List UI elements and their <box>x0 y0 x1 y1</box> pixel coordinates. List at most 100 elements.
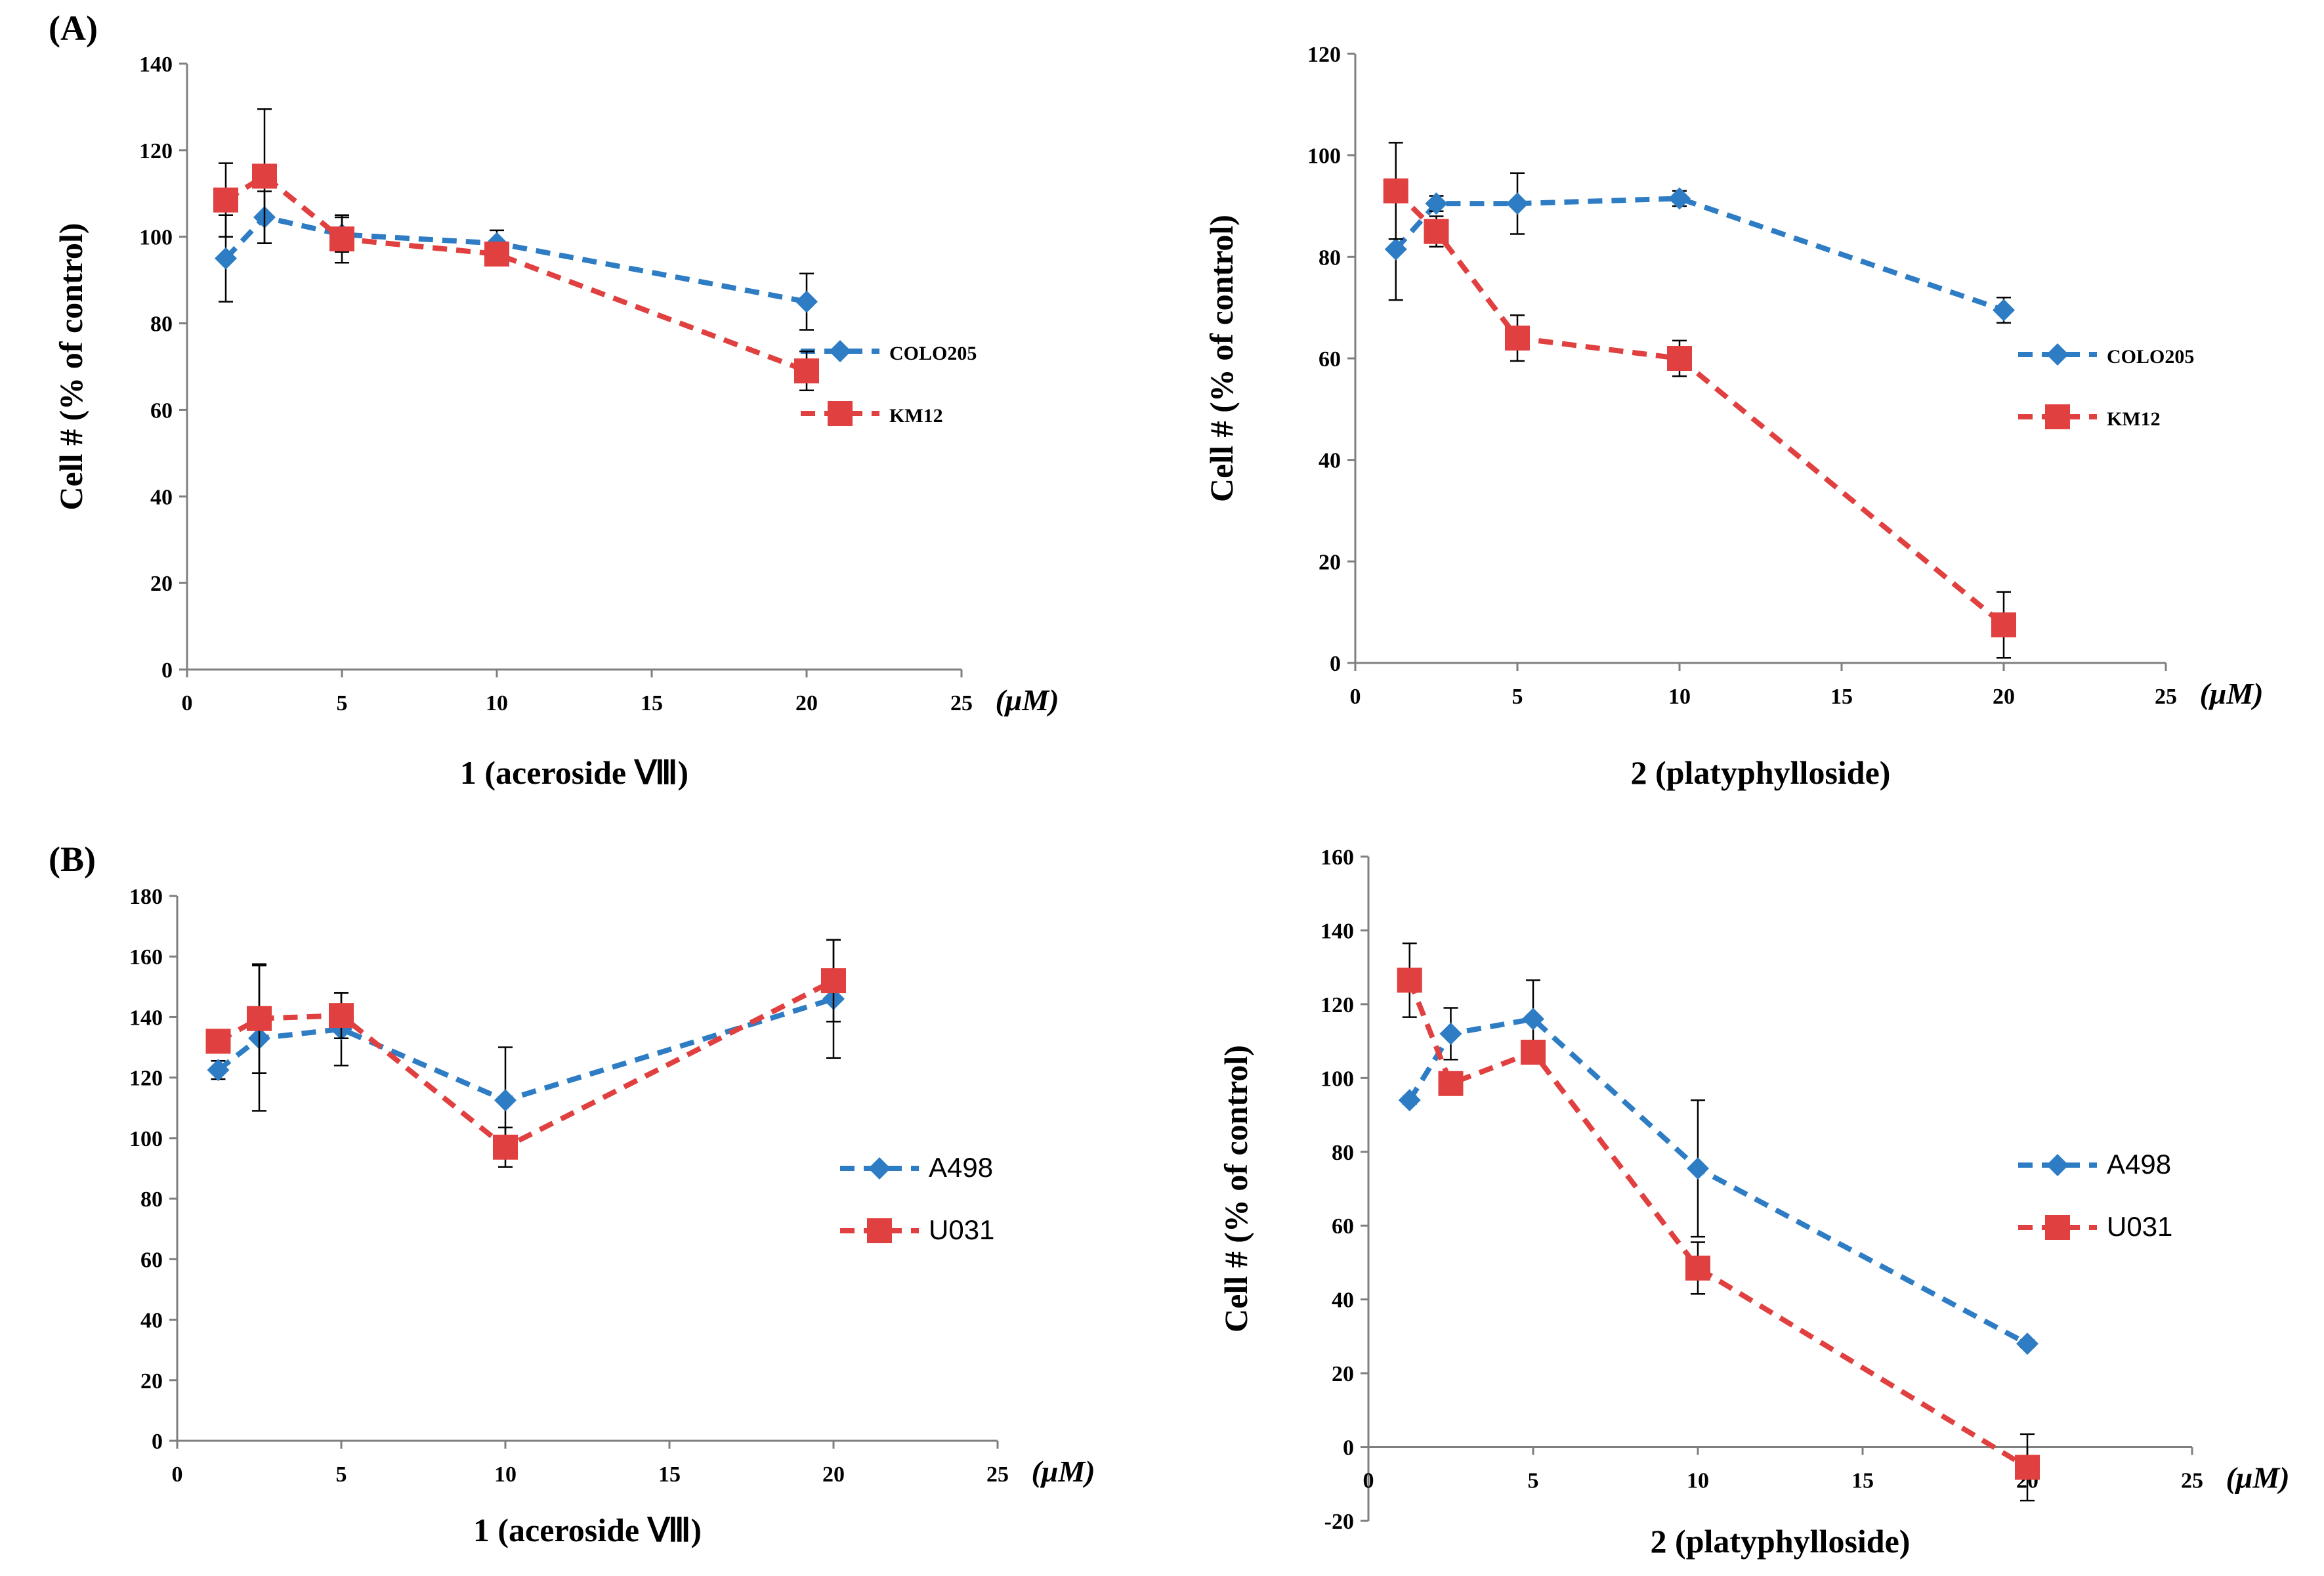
y-tick-label: 0 <box>1330 652 1341 676</box>
data-point-a498 <box>1398 1089 1421 1112</box>
data-point-km12 <box>1991 612 2016 637</box>
data-point-a498 <box>207 1059 230 1082</box>
data-point-colo205 <box>1384 238 1407 261</box>
x-axis-title: 1 (aceroside Ⅷ) <box>473 1512 702 1548</box>
series-line-u031 <box>1407 979 2029 1470</box>
data-point-km12 <box>1667 346 1692 371</box>
data-point-km12 <box>329 226 354 252</box>
legend-marker <box>829 340 851 362</box>
legend-marker <box>2046 1154 2069 1176</box>
y-tick-label: 20 <box>1332 1362 1354 1386</box>
data-point-a498 <box>494 1089 517 1112</box>
y-tick-label: 140 <box>129 1006 163 1030</box>
y-tick-label: 40 <box>140 1309 163 1333</box>
y-tick-label: 60 <box>1319 347 1341 372</box>
data-point-u031 <box>1685 1255 1710 1281</box>
y-tick-label: 160 <box>129 945 163 969</box>
data-point-colo205 <box>1506 192 1529 215</box>
data-point-u031 <box>1521 1039 1546 1065</box>
y-tick-label: 140 <box>1320 919 1354 943</box>
y-tick-label: 120 <box>139 139 173 163</box>
y-tick-label: 100 <box>139 226 173 250</box>
y-tick-label: 0 <box>1343 1436 1354 1460</box>
y-tick-label: 80 <box>140 1187 163 1212</box>
y-tick-label: 60 <box>140 1248 163 1272</box>
x-tick-label: 0 <box>172 1462 183 1487</box>
data-point-u031 <box>493 1134 518 1160</box>
x-tick-label: 10 <box>486 691 508 715</box>
legend-label: U031 <box>929 1214 994 1245</box>
legend-marker <box>868 1157 891 1180</box>
data-point-u031 <box>1397 968 1422 993</box>
y-tick-label: 80 <box>150 312 173 337</box>
x-tick-label: 20 <box>1993 685 2015 709</box>
y-tick-label: 120 <box>129 1067 163 1091</box>
y-tick-label: 80 <box>1319 245 1341 270</box>
data-point-u031 <box>205 1029 231 1054</box>
data-point-u031 <box>247 1006 272 1031</box>
x-unit-label: (μM) <box>2199 677 2263 710</box>
y-tick-label: 20 <box>140 1369 163 1394</box>
x-tick-label: 15 <box>1830 685 1853 709</box>
y-tick-label: 60 <box>1332 1214 1354 1239</box>
legend-marker <box>867 1218 892 1243</box>
legend-label: A498 <box>929 1152 993 1183</box>
y-tick-label: -20 <box>1324 1510 1354 1534</box>
legend-marker <box>828 401 853 426</box>
x-tick-label: 25 <box>2181 1469 2203 1493</box>
y-tick-label: 60 <box>150 398 173 423</box>
legend-marker <box>2045 1215 2070 1240</box>
series-line-a498 <box>217 996 835 1103</box>
x-axis-title: 2 (platyphylloside) <box>1651 1523 1911 1560</box>
data-point-a498 <box>1439 1022 1462 1045</box>
y-axis-title: Cell # (% of control) <box>1203 215 1240 502</box>
x-tick-label: 20 <box>822 1462 845 1487</box>
x-tick-label: 5 <box>336 1462 347 1487</box>
data-point-u031 <box>1438 1071 1464 1096</box>
data-point-u031 <box>2015 1455 2040 1480</box>
x-tick-label: 5 <box>1528 1469 1539 1493</box>
x-tick-label: 20 <box>795 691 818 715</box>
x-tick-label: 5 <box>337 691 348 715</box>
y-tick-label: 80 <box>1332 1141 1354 1165</box>
y-tick-label: 140 <box>139 53 173 77</box>
x-unit-label: (μM) <box>2226 1461 2289 1495</box>
legend-label: A498 <box>2107 1149 2171 1180</box>
y-tick-label: 160 <box>1320 845 1354 870</box>
x-tick-label: 10 <box>1687 1469 1709 1493</box>
x-tick-label: 15 <box>641 691 663 715</box>
panel-label-a: (A) <box>49 9 98 48</box>
x-unit-label: (μM) <box>995 683 1059 717</box>
data-point-colo205 <box>1425 192 1448 215</box>
data-point-a498 <box>2016 1332 2039 1355</box>
y-axis-title: Cell # (% of control) <box>53 223 89 511</box>
data-point-km12 <box>794 358 819 384</box>
y-tick-label: 120 <box>1320 993 1354 1017</box>
y-tick-label: 100 <box>1307 144 1341 169</box>
y-tick-label: 0 <box>152 1430 163 1454</box>
data-point-km12 <box>1383 178 1408 203</box>
legend-marker <box>2046 343 2069 366</box>
x-tick-label: 5 <box>1512 685 1523 709</box>
y-tick-label: 100 <box>1320 1067 1354 1091</box>
data-point-u031 <box>821 968 846 994</box>
y-tick-label: 20 <box>150 572 173 596</box>
data-point-km12 <box>484 242 509 267</box>
x-tick-label: 0 <box>182 691 193 715</box>
legend-label: COLO205 <box>2107 346 2194 368</box>
panel-label-b: (B) <box>49 840 96 879</box>
y-tick-label: 120 <box>1307 43 1341 67</box>
y-tick-label: 20 <box>1319 550 1341 574</box>
x-unit-label: (μM) <box>1031 1455 1095 1488</box>
x-tick-label: 25 <box>2155 685 2177 709</box>
data-point-km12 <box>213 187 238 213</box>
legend-label: U031 <box>2107 1211 2172 1242</box>
legend-marker <box>2045 404 2070 429</box>
x-tick-label: 15 <box>1851 1469 1874 1493</box>
x-tick-label: 15 <box>658 1462 681 1487</box>
data-point-colo205 <box>1993 299 2015 322</box>
